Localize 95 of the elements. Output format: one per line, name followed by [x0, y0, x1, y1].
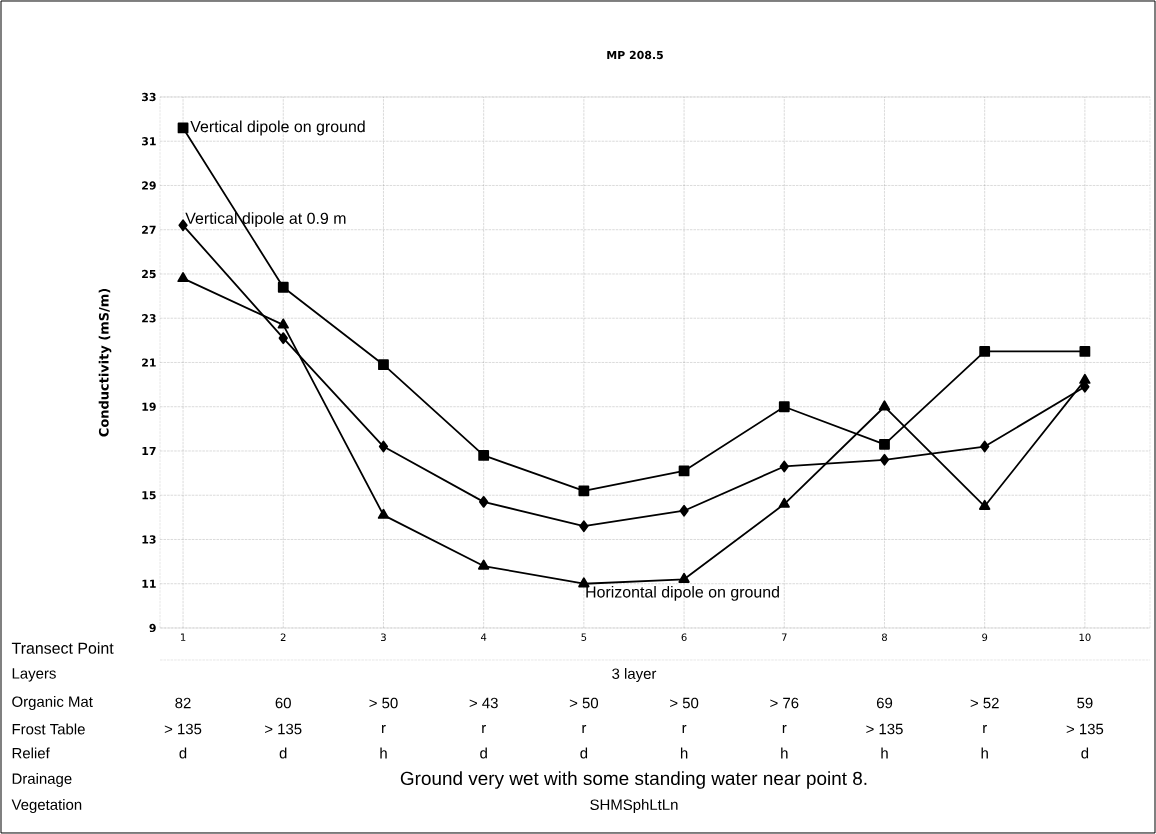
text: d — [1081, 747, 1089, 759]
text: r — [782, 724, 787, 734]
text: Organic Mat — [12, 696, 93, 710]
y-tick-label: 27 — [142, 225, 156, 234]
series-label: Vertical dipole on ground — [190, 120, 365, 136]
text: r — [582, 724, 587, 734]
x-tick-label: 3 — [381, 633, 386, 642]
y-tick-label: 9 — [149, 623, 156, 633]
point — [579, 520, 589, 533]
x-tick-label: 7 — [781, 633, 787, 641]
y-tick-label: 29 — [142, 181, 156, 190]
text: d — [179, 747, 187, 759]
text: Drainage — [12, 773, 72, 787]
x-tick-label: 10 — [1079, 633, 1091, 642]
text: > 135 — [265, 723, 302, 735]
text: h — [380, 747, 387, 759]
point — [879, 453, 890, 466]
point — [377, 508, 390, 519]
point — [277, 281, 289, 293]
point — [479, 495, 489, 508]
text: SHMSphLtLn — [590, 799, 678, 813]
point — [979, 346, 991, 357]
point — [277, 318, 289, 329]
text: r — [482, 724, 486, 734]
point — [378, 440, 389, 453]
point — [1079, 346, 1091, 357]
y-tick-label: 15 — [142, 491, 156, 500]
y-tick-label: 11 — [142, 579, 156, 588]
x-tick-label: 4 — [480, 633, 487, 641]
y-tick-label: 17 — [142, 446, 156, 455]
text: > 50 — [670, 697, 699, 709]
point — [779, 460, 789, 473]
y-tick-label: 13 — [142, 535, 156, 544]
point — [778, 497, 790, 508]
series-label: Vertical dipole at 0.9 m — [185, 212, 346, 228]
text: r — [682, 724, 687, 734]
text: > 135 — [866, 723, 903, 735]
y-tick-label: 33 — [141, 92, 156, 102]
text: d — [480, 747, 487, 759]
point — [478, 450, 490, 461]
point — [979, 499, 991, 510]
text: Frost Table — [12, 723, 85, 735]
x-axis-title: Transect Point — [11, 642, 114, 654]
text: r — [382, 724, 386, 734]
x-tick-label: 6 — [681, 633, 687, 642]
text: 69 — [876, 697, 893, 709]
text: Vegetation — [11, 799, 82, 813]
text: > 76 — [770, 697, 799, 709]
y-tick-label: 31 — [141, 137, 156, 146]
text: > 135 — [164, 723, 202, 735]
y-axis-title: Conductivity (mS/m) — [98, 288, 112, 437]
point — [778, 401, 790, 413]
text: Ground very wet with some standing water near point 8. — [400, 771, 867, 789]
text: h — [680, 747, 688, 759]
point — [478, 559, 490, 570]
text: 3 layer — [612, 668, 657, 682]
text: > 52 — [970, 697, 999, 709]
text: h — [781, 747, 788, 759]
x-tick-label: 8 — [881, 633, 887, 642]
x-tick-label: 9 — [982, 633, 988, 642]
text: 59 — [1077, 697, 1093, 709]
point — [878, 400, 891, 411]
point — [980, 440, 990, 453]
x-tick-label: 5 — [581, 633, 587, 641]
point — [879, 438, 890, 450]
point — [578, 485, 590, 497]
series-label: Horizontal dipole on ground — [586, 585, 779, 601]
text: h — [881, 747, 888, 759]
text: 82 — [175, 697, 191, 709]
text: d — [580, 747, 588, 759]
text: 60 — [275, 697, 291, 709]
point — [278, 332, 288, 345]
y-tick-label: 25 — [142, 269, 156, 279]
text: > 135 — [1066, 723, 1104, 735]
x-tick-label: 2 — [280, 633, 286, 641]
y-tick-label: 21 — [142, 358, 156, 367]
chart-title: MP 208.5 — [607, 50, 663, 60]
x-tick-label: 1 — [180, 633, 186, 641]
point — [679, 504, 689, 517]
text: h — [981, 747, 988, 759]
y-tick-label: 23 — [142, 314, 156, 323]
point — [678, 572, 690, 583]
text: > 50 — [569, 697, 599, 709]
point — [378, 359, 389, 371]
text: r — [983, 724, 987, 734]
text: Layers — [12, 668, 56, 682]
y-tick-label: 19 — [142, 402, 156, 411]
text: > 50 — [369, 697, 398, 709]
text: d — [279, 747, 287, 759]
text: Relief — [12, 747, 50, 759]
point — [578, 577, 590, 588]
point — [177, 272, 189, 283]
point — [1079, 373, 1091, 384]
text: > 43 — [469, 697, 498, 709]
point — [678, 465, 690, 477]
